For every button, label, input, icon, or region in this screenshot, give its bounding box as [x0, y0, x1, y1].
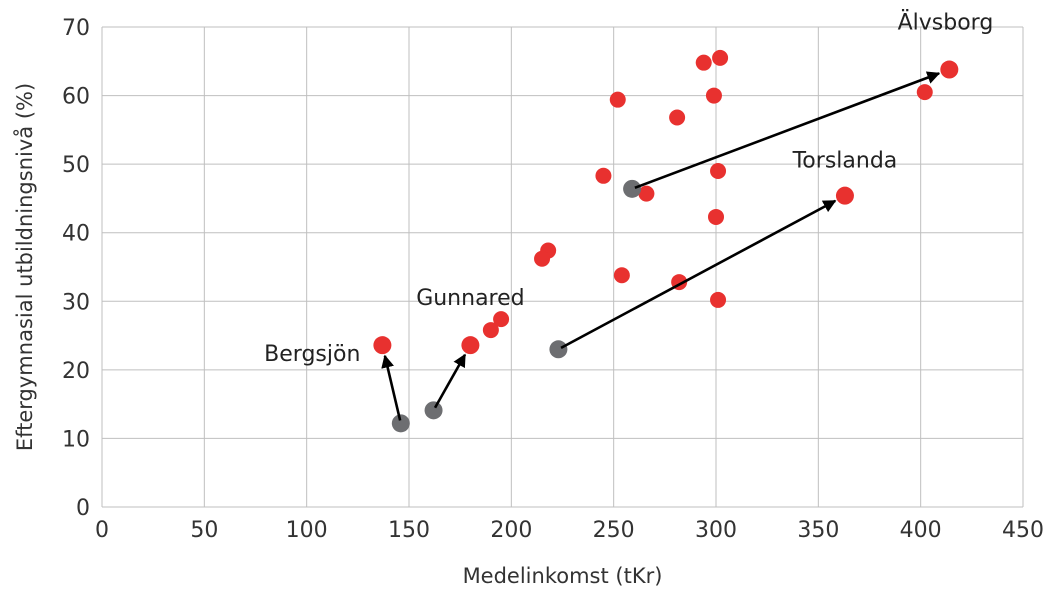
x-tick-label: 400: [900, 518, 942, 543]
earlier-point: [549, 340, 568, 359]
highlighted-point: [461, 336, 480, 355]
highlighted-point: [940, 60, 959, 79]
change-arrows: [381, 71, 941, 421]
change-arrow: [433, 353, 467, 409]
earlier-point: [424, 401, 443, 420]
x-tick-label: 200: [490, 518, 532, 543]
district-label: Bergsjön: [264, 342, 360, 367]
data-point: [638, 185, 655, 202]
data-point: [493, 311, 510, 328]
change-arrow: [634, 71, 941, 189]
data-point: [482, 322, 499, 339]
earlier-point: [391, 414, 410, 433]
y-tick-label: 50: [62, 153, 90, 178]
x-axis-title: Medelinkomst (tKr): [463, 564, 663, 588]
data-point: [705, 87, 722, 104]
x-tick-label: 350: [797, 518, 839, 543]
data-point: [595, 167, 612, 184]
x-tick-label: 250: [593, 518, 635, 543]
y-tick-label: 70: [62, 16, 90, 41]
y-axis-title: Eftergymnasial utbildningsnivå (%): [12, 83, 37, 451]
point-annotations: Älvsborg Torslanda Gunnared Bergsjön: [264, 10, 993, 368]
x-tick-label: 0: [95, 518, 109, 543]
y-tick-label: 40: [62, 222, 90, 247]
district-label: Gunnared: [416, 286, 524, 311]
y-axis-ticks: 0 10 20 30 40 50 60 70: [62, 16, 90, 521]
x-tick-label: 450: [1002, 518, 1044, 543]
y-tick-label: 60: [62, 85, 90, 110]
y-tick-label: 30: [62, 290, 90, 315]
grid-lines: [101, 26, 1024, 508]
data-point: [710, 163, 727, 179]
data-point: [669, 109, 686, 126]
data-point: [695, 54, 712, 71]
x-axis-ticks: 0 50 100 150 200 250 300 350 400 450: [95, 518, 1044, 543]
y-tick-label: 10: [62, 427, 90, 452]
x-tick-label: 150: [388, 518, 430, 543]
data-point: [712, 49, 729, 66]
change-arrow: [560, 199, 837, 350]
change-arrow: [381, 354, 402, 421]
x-tick-label: 300: [695, 518, 737, 543]
y-tick-label: 0: [76, 496, 90, 521]
highlighted-point: [373, 336, 392, 355]
district-label: Älvsborg: [898, 10, 994, 36]
x-tick-label: 100: [286, 518, 328, 543]
data-point: [613, 267, 630, 284]
y-tick-label: 20: [62, 359, 90, 384]
highlighted-point: [835, 186, 854, 205]
data-point: [534, 250, 551, 267]
data-points: [373, 49, 959, 433]
data-point: [708, 208, 724, 225]
district-label: Torslanda: [792, 149, 898, 174]
data-point: [609, 91, 626, 108]
earlier-point: [623, 179, 642, 198]
data-point: [710, 291, 727, 308]
data-point: [916, 84, 933, 101]
x-tick-label: 50: [190, 518, 218, 543]
